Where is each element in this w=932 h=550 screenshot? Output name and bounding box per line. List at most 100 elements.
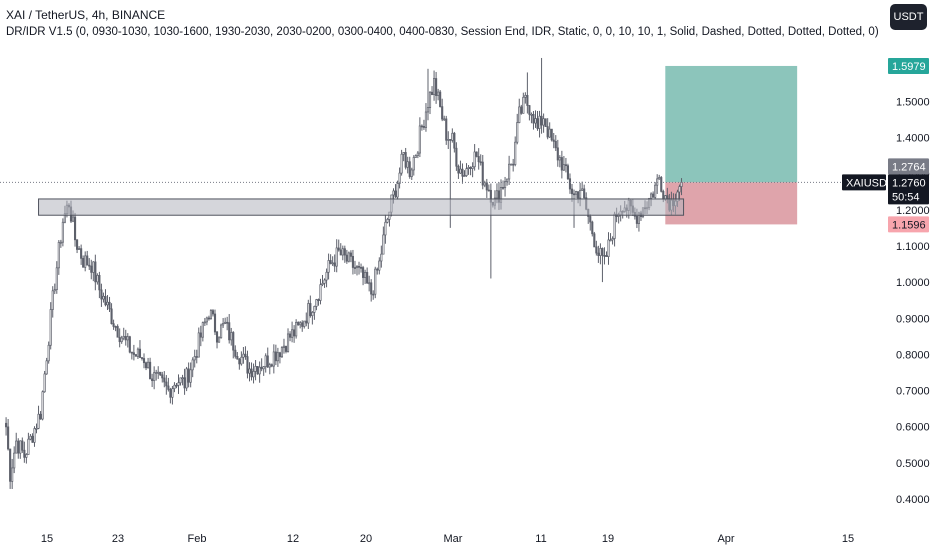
candle-body bbox=[234, 349, 237, 357]
candle-body bbox=[355, 265, 359, 269]
candle-body bbox=[603, 255, 606, 257]
x-tick-label: Apr bbox=[717, 533, 734, 545]
candle-body bbox=[303, 320, 306, 327]
candle-body bbox=[149, 361, 152, 380]
candle-body bbox=[593, 233, 596, 248]
candle-body bbox=[78, 248, 81, 250]
candle-body bbox=[506, 178, 509, 182]
candle-body bbox=[404, 152, 407, 168]
candle-body bbox=[457, 165, 460, 174]
candle-body bbox=[274, 351, 277, 362]
candle-body bbox=[92, 261, 95, 273]
candle-body bbox=[169, 389, 172, 398]
candle-body bbox=[483, 182, 486, 186]
candle-body bbox=[364, 272, 367, 278]
candle-body bbox=[412, 157, 415, 171]
candle-body bbox=[406, 161, 409, 168]
candle-body bbox=[250, 368, 253, 378]
candle-body bbox=[495, 190, 499, 199]
candle-body bbox=[84, 255, 87, 268]
candle-body bbox=[88, 264, 91, 267]
stop-zone bbox=[665, 182, 798, 225]
candle-body bbox=[451, 132, 454, 141]
candle-body bbox=[59, 241, 62, 244]
candle-body bbox=[181, 377, 184, 380]
candle-body bbox=[335, 247, 338, 267]
candle-body bbox=[384, 221, 387, 236]
candle-body bbox=[161, 374, 164, 379]
y-tick-label: 1.2000 bbox=[896, 205, 930, 217]
candle-body bbox=[678, 186, 681, 193]
candle-body bbox=[112, 323, 115, 327]
candle-body bbox=[195, 356, 198, 358]
candle-body bbox=[41, 391, 44, 420]
y-tick-label: 0.7000 bbox=[896, 386, 930, 398]
candle-body bbox=[396, 183, 399, 198]
candle-body bbox=[422, 126, 425, 128]
candle-body bbox=[293, 329, 296, 337]
last-close-tag: 1.2764 bbox=[892, 161, 926, 173]
candle-body bbox=[394, 190, 397, 198]
candle-body bbox=[7, 426, 10, 450]
candle-body bbox=[297, 321, 300, 326]
candle-body bbox=[501, 187, 505, 189]
candle-body bbox=[514, 141, 517, 165]
candle-body bbox=[414, 155, 417, 158]
candle-body bbox=[238, 358, 241, 365]
candle-body bbox=[270, 364, 273, 367]
currency-button[interactable]: USDT bbox=[890, 4, 927, 30]
candle-body bbox=[5, 422, 8, 428]
candle-body bbox=[654, 184, 657, 198]
candle-body bbox=[226, 321, 229, 324]
candle-body bbox=[118, 336, 121, 343]
candle-body bbox=[418, 125, 421, 154]
candle-body bbox=[601, 248, 604, 256]
candle-body bbox=[380, 253, 383, 262]
candle-body bbox=[209, 310, 213, 319]
candle-body bbox=[426, 107, 430, 113]
candle-body bbox=[589, 216, 592, 223]
candle-body bbox=[652, 193, 655, 198]
candle-body bbox=[187, 368, 190, 383]
symbol-tag: XAIUSDT bbox=[846, 177, 894, 189]
candle-body bbox=[558, 157, 561, 161]
current-price-tag-bg bbox=[888, 174, 929, 191]
candle-body bbox=[368, 282, 371, 285]
candle-body bbox=[124, 335, 127, 341]
candle-body bbox=[13, 452, 16, 469]
target-price-tag-bg bbox=[888, 57, 929, 74]
candle-body bbox=[473, 151, 476, 168]
candle-body bbox=[386, 219, 389, 223]
candle-body bbox=[171, 388, 174, 398]
candle-body bbox=[157, 371, 160, 374]
candle-body bbox=[211, 310, 215, 315]
candle-body bbox=[27, 438, 30, 455]
symbol-tag-bg bbox=[842, 174, 886, 191]
candle-body bbox=[372, 293, 375, 296]
candle-body bbox=[660, 177, 663, 192]
candle-body bbox=[299, 322, 302, 326]
bar-countdown-tag-bg bbox=[888, 188, 929, 205]
indicator-legend[interactable]: DR/IDR V1.5 (0, 0930-1030, 1030-1600, 19… bbox=[6, 26, 879, 38]
candle-body bbox=[591, 221, 594, 235]
candle-body bbox=[254, 366, 257, 372]
candle-body bbox=[291, 329, 294, 338]
candle-body bbox=[185, 368, 188, 389]
candle-body bbox=[319, 284, 322, 301]
candle-body bbox=[463, 175, 466, 177]
candle-body bbox=[45, 360, 48, 375]
candle-body bbox=[516, 122, 519, 143]
candle-body bbox=[392, 190, 395, 196]
candle-body bbox=[155, 372, 158, 374]
candle-body bbox=[398, 172, 401, 184]
candle-body bbox=[512, 163, 515, 166]
candle-body bbox=[481, 161, 484, 186]
candle-body bbox=[562, 164, 565, 171]
candle-body bbox=[538, 115, 541, 129]
candle-body bbox=[165, 381, 168, 387]
candle-body bbox=[57, 241, 60, 269]
x-tick-label: Mar bbox=[444, 533, 463, 545]
candle-body bbox=[548, 128, 551, 138]
candle-body bbox=[566, 165, 570, 180]
